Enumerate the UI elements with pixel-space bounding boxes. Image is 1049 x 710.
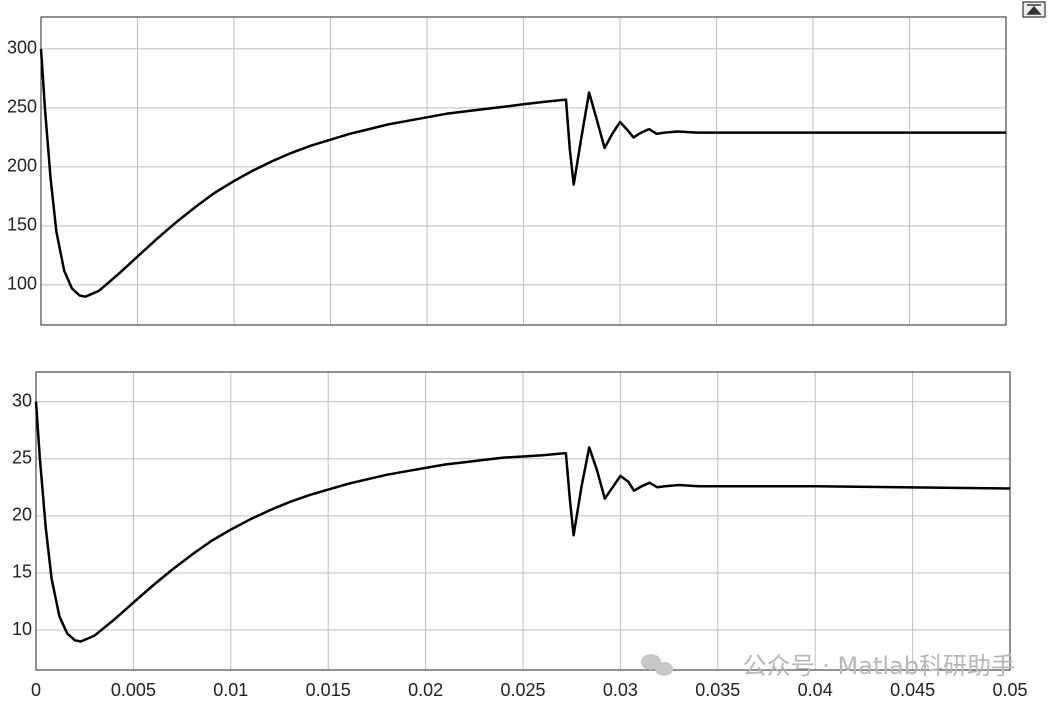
y-tick-label: 15 bbox=[12, 562, 32, 582]
line bbox=[39, 48, 1006, 298]
y-tick-label: 10 bbox=[12, 619, 32, 639]
watermark: 公众号 · Matlab科研助手 bbox=[743, 652, 1015, 680]
y-tick-label: 20 bbox=[12, 505, 32, 525]
x-tick-label: 0.03 bbox=[603, 680, 638, 700]
y-tick-label: 100 bbox=[7, 274, 37, 294]
y-tick-label: 300 bbox=[7, 38, 37, 58]
y-tick-label: 250 bbox=[7, 97, 37, 117]
y-tick-label: 200 bbox=[7, 156, 37, 176]
x-tick-label: 0 bbox=[31, 680, 41, 700]
undock-icon[interactable] bbox=[1022, 1, 1046, 18]
x-tick-label: 0.045 bbox=[890, 680, 935, 700]
x-tick-label: 0.015 bbox=[306, 680, 351, 700]
x-tick-label: 0.005 bbox=[111, 680, 156, 700]
x-tick-label: 0.035 bbox=[695, 680, 740, 700]
y-tick-label: 150 bbox=[7, 215, 37, 235]
plot-frame bbox=[35, 371, 1011, 671]
x-tick-label: 0.02 bbox=[408, 680, 443, 700]
x-tick-label: 0.01 bbox=[213, 680, 248, 700]
x-tick-label: 0.05 bbox=[992, 680, 1027, 700]
y-tick-label: 25 bbox=[12, 448, 32, 468]
wechat-icon bbox=[641, 654, 673, 676]
plot-frame bbox=[40, 16, 1007, 326]
line bbox=[34, 401, 1011, 643]
x-tick-label: 0.04 bbox=[798, 680, 833, 700]
y-tick-label: 30 bbox=[12, 390, 32, 410]
x-tick-label: 0.025 bbox=[500, 680, 545, 700]
